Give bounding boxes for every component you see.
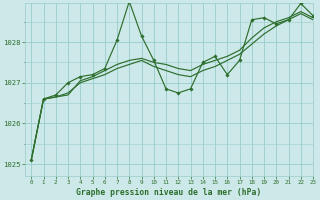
X-axis label: Graphe pression niveau de la mer (hPa): Graphe pression niveau de la mer (hPa) — [76, 188, 262, 197]
